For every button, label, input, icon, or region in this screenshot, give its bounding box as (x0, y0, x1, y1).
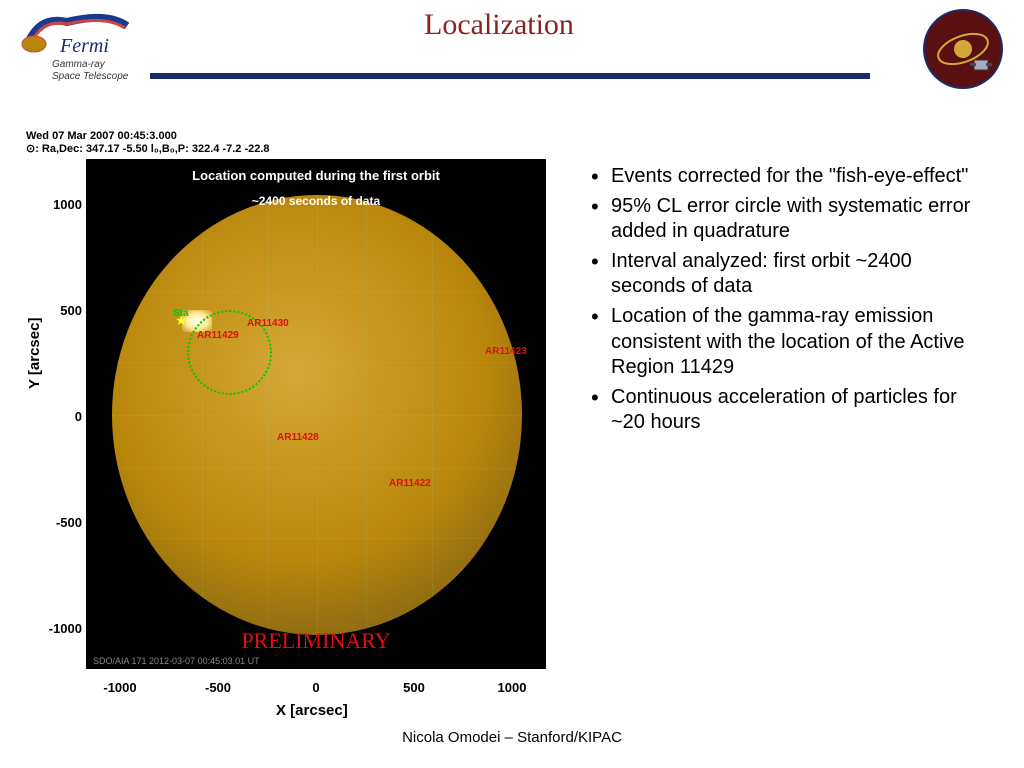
x-tick: -500 (193, 680, 243, 695)
ar-label: AR11430 (247, 318, 289, 329)
bullet-list: Events corrected for the "fish-eye-effec… (581, 164, 991, 719)
svg-text:Gamma-ray: Gamma-ray (52, 59, 106, 70)
bullet-item: Interval analyzed: first orbit ~2400 sec… (587, 249, 991, 300)
bullet-item: Location of the gamma-ray emission consi… (587, 304, 991, 381)
bullet-item: 95% CL error circle with systematic erro… (587, 194, 991, 245)
y-tick: 1000 (46, 197, 82, 212)
ar-label: AR11423 (485, 346, 527, 357)
preliminary-label: PRELIMINARY (87, 628, 545, 654)
x-tick: 0 (291, 680, 341, 695)
slide-header: Fermi Gamma-ray Space Telescope Localiza… (0, 0, 1024, 105)
plot-area: ★ Sta AR11429 AR11430 AR11423 AR11428 AR… (86, 159, 546, 669)
solar-chart: Y [arcsec] ★ Sta AR11429 AR11430 AR11423… (26, 159, 566, 719)
caption-line2: ~2400 seconds of data (87, 194, 545, 208)
fermi-logo: Fermi Gamma-ray Space Telescope (12, 4, 152, 104)
y-tick: 500 (46, 303, 82, 318)
ar-label: AR11422 (389, 478, 431, 489)
ar-label: AR11429 (197, 330, 239, 341)
slide-title: Localization (424, 8, 574, 42)
sun-disk (112, 195, 522, 635)
bullet-item: Continuous acceleration of particles for… (587, 385, 991, 436)
x-tick: 500 (389, 680, 439, 695)
divider (150, 77, 870, 79)
y-tick: 0 (46, 409, 82, 424)
y-axis-label: Y [arcsec] (26, 318, 43, 389)
y-tick: -500 (46, 515, 82, 530)
caption-line1: Location computed during the first orbit (87, 168, 545, 183)
footer-credit: Nicola Omodei – Stanford/KIPAC (0, 729, 1024, 746)
plot-timestamp: Wed 07 Mar 2007 00:45:3.000 (26, 130, 581, 142)
logo-text: Fermi (59, 35, 109, 57)
plot-coords: ⊙: Ra,Dec: 347.17 -5.50 l₀,B₀,P: 322.4 -… (26, 142, 581, 155)
x-tick: -1000 (95, 680, 145, 695)
svg-text:Space Telescope: Space Telescope (52, 71, 129, 82)
mission-badge-icon (922, 8, 1004, 95)
localization-figure: Wed 07 Mar 2007 00:45:3.000 ⊙: Ra,Dec: 3… (26, 130, 581, 719)
sdo-credit: SDO/AIA 171 2012-03-07 00:45:03.01 UT (93, 656, 260, 666)
ar-label: AR11428 (277, 432, 319, 443)
y-tick: -1000 (46, 621, 82, 636)
star-label: Sta (173, 308, 189, 319)
content-area: Wed 07 Mar 2007 00:45:3.000 ⊙: Ra,Dec: 3… (26, 130, 991, 719)
bullet-item: Events corrected for the "fish-eye-effec… (587, 164, 991, 190)
x-tick: 1000 (487, 680, 537, 695)
x-axis-label: X [arcsec] (276, 702, 348, 719)
